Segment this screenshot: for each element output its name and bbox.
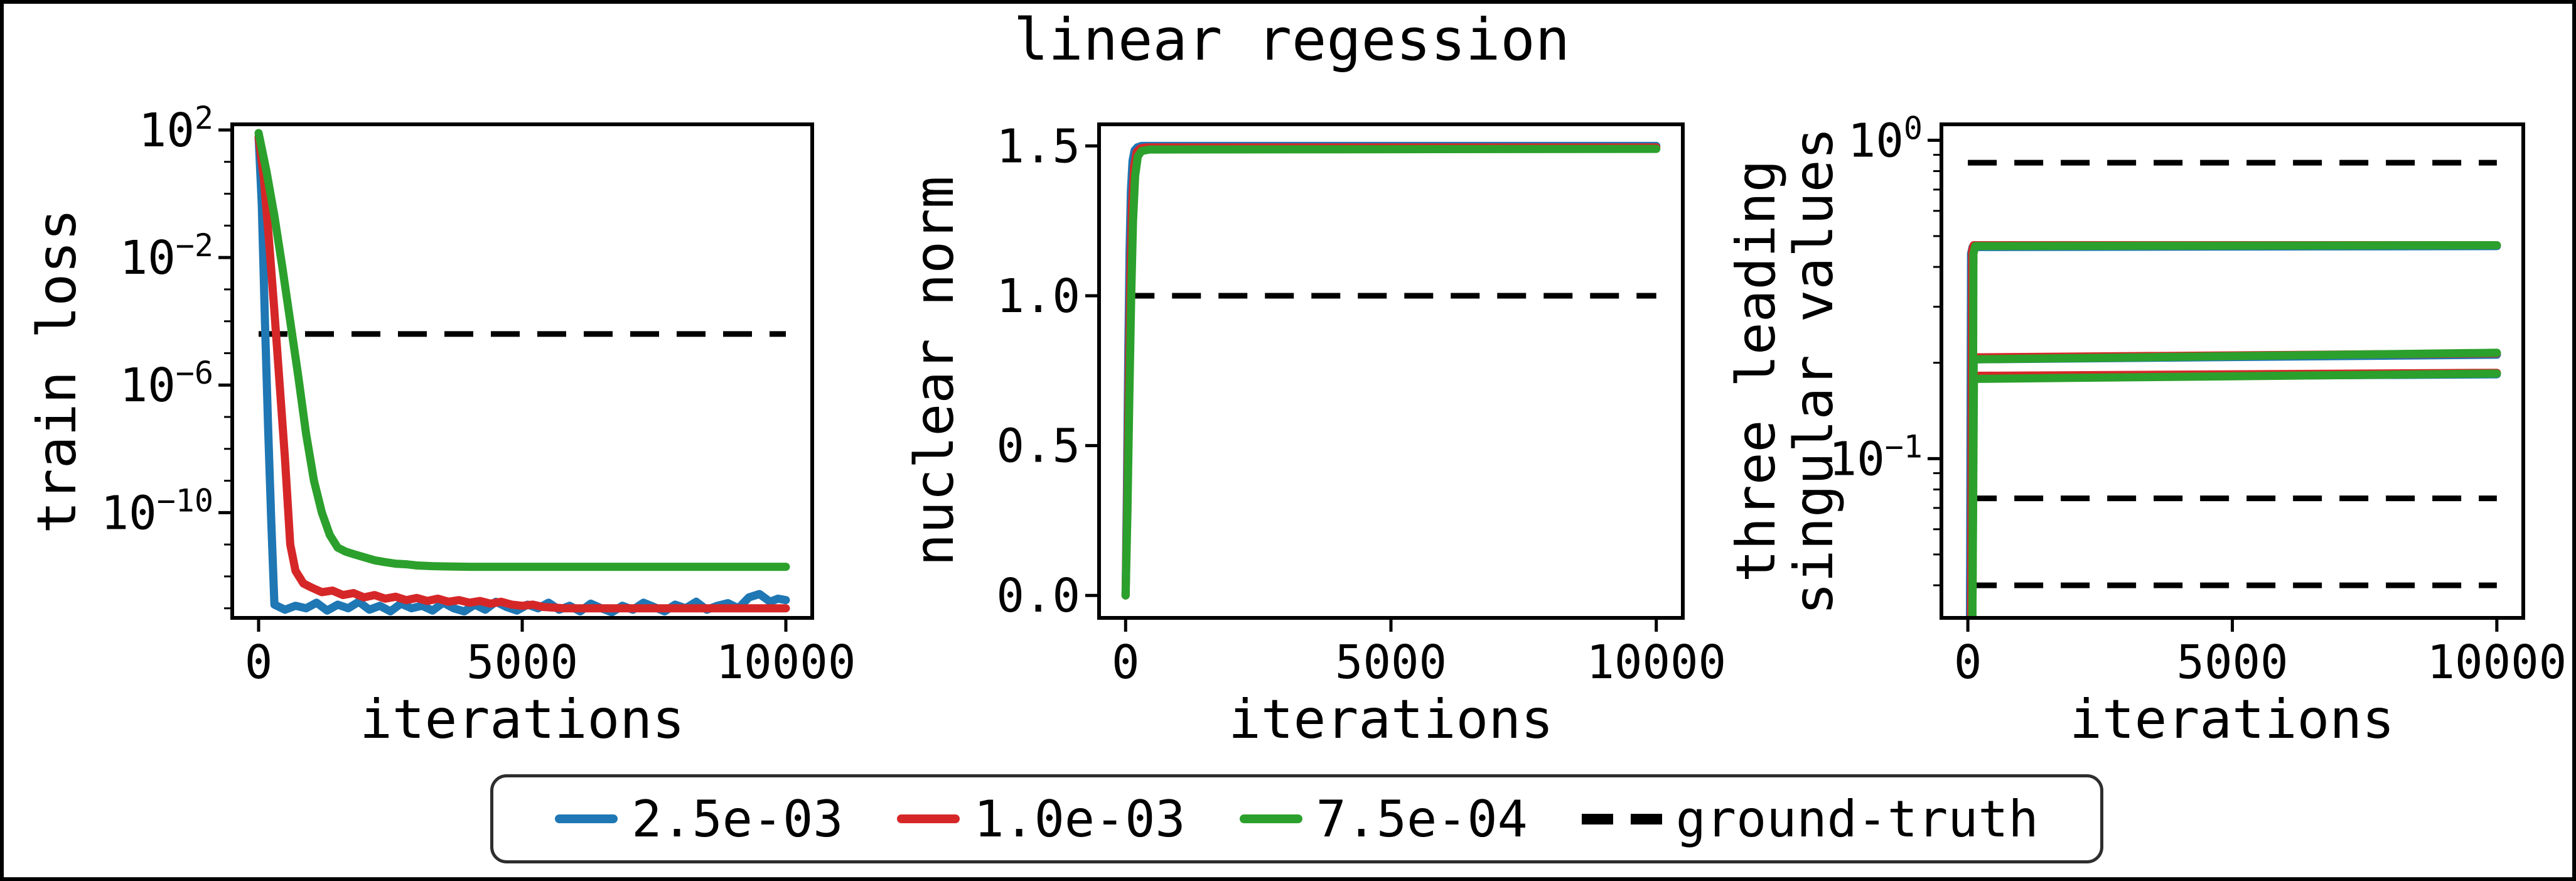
series-line-7.5e-04-s2 bbox=[1968, 349, 2501, 618]
legend-entry-7.5e-04: 7.5e-04 bbox=[1239, 789, 1528, 848]
legend-label: 1.0e-03 bbox=[974, 789, 1186, 848]
y-tick-label: 10−2 bbox=[120, 227, 213, 285]
legend-line-green bbox=[1239, 814, 1302, 823]
xlabel-iterations-panel1: iterations bbox=[360, 688, 685, 751]
series-line-7.5e-04-s1 bbox=[1968, 241, 2501, 618]
x-tick-label: 5000 bbox=[466, 635, 578, 689]
y-tick-label: 0.0 bbox=[996, 569, 1080, 623]
series-line-7.5e-04 bbox=[254, 129, 790, 571]
x-tick-label: 10000 bbox=[2427, 635, 2567, 689]
series-line-1.0e-03 bbox=[254, 132, 790, 613]
x-tick-label: 10000 bbox=[716, 635, 856, 689]
x-tick-label: 0 bbox=[1954, 635, 1982, 689]
axes-box bbox=[1097, 122, 1685, 620]
xlabel-iterations-panel2: iterations bbox=[1228, 688, 1554, 751]
legend-dashed-line bbox=[1581, 813, 1662, 824]
series-line-1.0e-03-s3 bbox=[1967, 369, 2501, 618]
y-tick-label: 10−10 bbox=[101, 482, 213, 540]
legend-label: 2.5e-03 bbox=[631, 789, 844, 848]
x-tick-label: 0 bbox=[1112, 635, 1140, 689]
series-line-1.0e-03-s1 bbox=[1967, 241, 2501, 618]
x-tick-label: 5000 bbox=[2176, 635, 2288, 689]
y-tick-label: 100 bbox=[1848, 110, 1923, 168]
legend-label: 7.5e-04 bbox=[1316, 789, 1528, 848]
series-line-1.0e-03-s2 bbox=[1967, 349, 2501, 618]
axes-box bbox=[230, 122, 814, 620]
x-tick-label: 10000 bbox=[1586, 635, 1726, 689]
legend-label: ground-truth bbox=[1675, 789, 2039, 848]
legend-line-red bbox=[897, 814, 960, 823]
series-line-2.5e-03-s2 bbox=[1966, 350, 2501, 618]
y-tick-label: 102 bbox=[139, 100, 213, 158]
series-line-2.5e-03 bbox=[1121, 141, 1661, 600]
series-line-7.5e-04-s3 bbox=[1968, 369, 2501, 618]
series-line-1.0e-03 bbox=[1121, 143, 1661, 600]
legend-entry-ground-truth: ground-truth bbox=[1581, 789, 2039, 848]
y-tick-label: 10−6 bbox=[120, 355, 213, 413]
series-line-2.5e-03-s1 bbox=[1966, 242, 2501, 618]
x-tick-label: 0 bbox=[245, 635, 273, 689]
xlabel-iterations-panel3: iterations bbox=[2069, 688, 2395, 751]
series-line-2.5e-03-s3 bbox=[1966, 370, 2501, 618]
y-tick-label: 1.0 bbox=[996, 269, 1080, 323]
legend-line-blue bbox=[555, 814, 618, 823]
y-tick-label: 1.5 bbox=[996, 119, 1080, 173]
legend-entry-2.5e-03: 2.5e-03 bbox=[555, 790, 843, 848]
series-line-7.5e-04 bbox=[1121, 144, 1661, 600]
y-tick-label: 10−1 bbox=[1829, 428, 1923, 486]
legend-entry-1.0e-03: 1.0e-03 bbox=[897, 789, 1186, 848]
y-tick-label: 0.5 bbox=[996, 419, 1080, 473]
x-tick-label: 5000 bbox=[1335, 635, 1447, 689]
legend: 2.5e-03 1.0e-03 7.5e-04 ground-truth bbox=[490, 774, 2103, 863]
figure-title: linear regession bbox=[1013, 6, 1570, 73]
